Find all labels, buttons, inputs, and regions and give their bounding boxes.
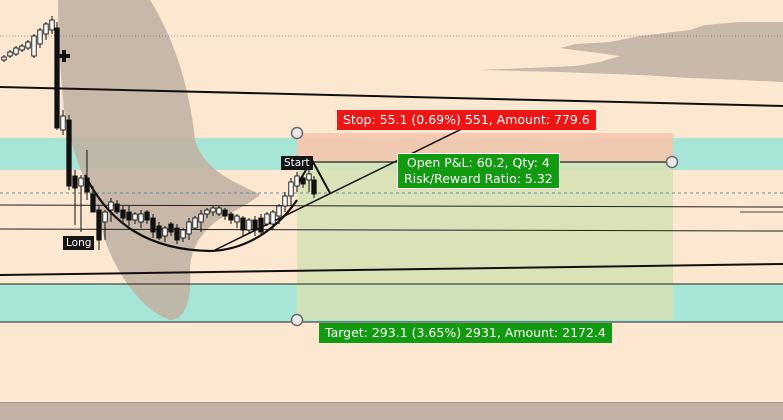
candle-body [31, 35, 37, 57]
candle-body [84, 177, 90, 193]
candle-body [138, 213, 144, 223]
candle-body [204, 209, 210, 215]
candle-body [192, 217, 198, 229]
candle-body [234, 215, 240, 223]
candle-body [96, 209, 102, 241]
candle-body [258, 217, 264, 233]
candle-body [49, 19, 55, 31]
candle-body [7, 51, 13, 57]
trend-line-upper[interactable] [0, 86, 783, 107]
candle-body [144, 211, 150, 221]
candle-body [276, 205, 282, 217]
pnl-label-box[interactable]: Open P&L: 60.2, Qty: 4 Risk/Reward Ratio… [397, 153, 560, 189]
crosshair-icon [58, 50, 70, 62]
candle-body [186, 221, 192, 235]
time-scale-bar[interactable] [0, 402, 783, 420]
candle-body [25, 41, 31, 49]
candle-body [300, 177, 306, 185]
stop-handle[interactable] [290, 126, 304, 140]
candle-body [60, 115, 66, 131]
candle-body [72, 175, 78, 189]
candle-body [168, 223, 174, 233]
candle-body [37, 29, 43, 45]
candle-body [198, 213, 204, 223]
candle-body [210, 207, 216, 213]
candle-body [90, 193, 96, 213]
candle-body [13, 47, 19, 55]
candle-body [180, 229, 186, 239]
candle-body [306, 173, 312, 181]
candle-body [252, 219, 258, 231]
candle-body [156, 225, 162, 239]
candle-body [311, 179, 317, 195]
target-label[interactable]: Target: 293.1 (3.65%) 2931, Amount: 2172… [319, 323, 612, 343]
open-pnl-text: Open P&L: 60.2, Qty: 4 [406, 155, 550, 170]
candle-body [282, 195, 288, 207]
candle-body [126, 211, 132, 221]
candlestick-series [1, 16, 317, 250]
candle-body [216, 207, 222, 215]
candle-body [162, 227, 168, 237]
stop-label[interactable]: Stop: 55.1 (0.69%) 551, Amount: 779.6 [337, 110, 596, 130]
risk-reward-text: Risk/Reward Ratio: 5.32 [404, 171, 553, 186]
candle-body [228, 213, 234, 221]
volume-profile-left [58, 0, 260, 320]
level-line-1[interactable] [0, 204, 783, 208]
candle-body [19, 45, 25, 51]
target-handle[interactable] [290, 313, 304, 327]
candle-body [222, 209, 228, 217]
trend-line-lower[interactable] [0, 263, 783, 276]
candle-body [294, 175, 300, 187]
candle-body [120, 209, 126, 219]
candle-body [174, 227, 180, 241]
candle-body [264, 213, 270, 225]
candle-body [66, 119, 72, 187]
candle-body [102, 211, 108, 223]
candle-body [150, 217, 156, 233]
volume-profile-right [480, 22, 783, 82]
cup-curve[interactable] [84, 174, 298, 253]
candle-body [288, 181, 294, 197]
candle-body [54, 27, 60, 129]
width-handle[interactable] [665, 155, 679, 169]
candle-body [78, 177, 84, 187]
start-tag: Start [281, 156, 313, 170]
long-tag: Long [63, 236, 95, 250]
candle-body [108, 201, 114, 211]
candle-body [270, 211, 276, 225]
candle-body [240, 217, 246, 231]
candle-body [132, 213, 138, 221]
candle-body [114, 203, 120, 213]
candle-body [43, 23, 49, 35]
candle-body [246, 219, 252, 231]
candle-body [1, 56, 7, 61]
